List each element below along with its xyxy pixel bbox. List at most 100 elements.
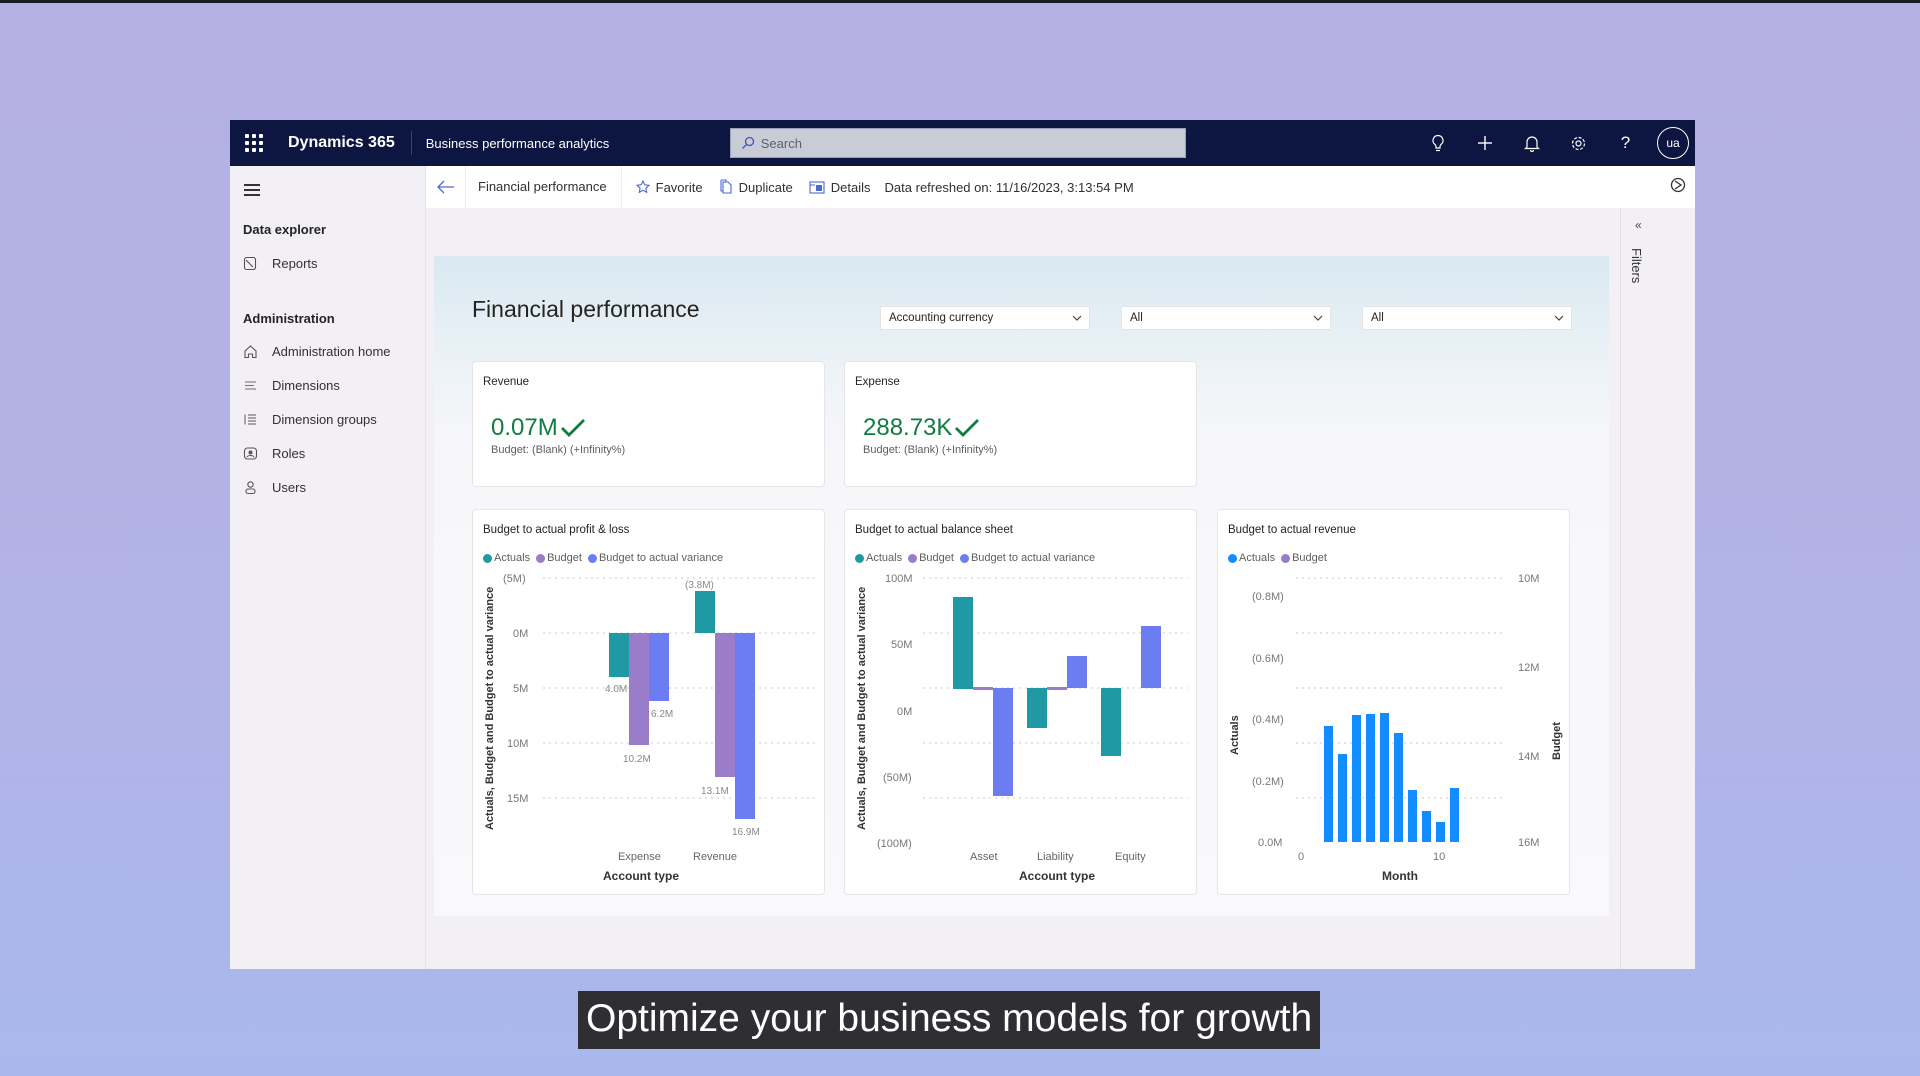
sidebar-item-roles[interactable]: Roles: [243, 446, 305, 461]
checkmark-icon: [955, 419, 980, 437]
command-bar: Financial performance Favorite Duplicate…: [426, 166, 1695, 208]
svg-text:(0.8M): (0.8M): [1252, 591, 1284, 603]
app-launcher-button[interactable]: [230, 120, 278, 166]
page-title: Financial performance: [472, 296, 700, 322]
copilot-icon: [1670, 177, 1686, 193]
kpi-card-expense[interactable]: Expense 288.73K Budget: (Blank) (+Infini…: [844, 361, 1197, 487]
chart-title: Budget to actual balance sheet: [855, 524, 1013, 536]
svg-text:Revenue: Revenue: [693, 851, 737, 863]
legend-item-budget[interactable]: Budget: [908, 552, 954, 564]
help-button[interactable]: ?: [1602, 120, 1649, 166]
chevron-down-icon: [1313, 315, 1323, 321]
report-icon: [243, 256, 257, 271]
svg-text:16M: 16M: [1518, 837, 1539, 849]
filter-dropdown-1[interactable]: All: [1121, 306, 1331, 330]
sidebar-item-label: Dimension groups: [272, 412, 377, 427]
back-button[interactable]: [426, 166, 466, 208]
sidebar-item-label: Administration home: [272, 344, 391, 359]
kpi-budget: Budget: (Blank) (+Infinity%): [491, 444, 626, 456]
svg-text:10M: 10M: [507, 738, 528, 750]
app-window: Dynamics 365 Business performance analyt…: [230, 120, 1695, 969]
legend-item-budget[interactable]: Budget: [536, 552, 582, 564]
svg-text:Liability: Liability: [1037, 851, 1074, 863]
svg-text:100M: 100M: [885, 573, 913, 585]
chart-card-revenue[interactable]: Budget to actual revenue Actuals Budget …: [1217, 509, 1570, 895]
sidebar-item-users[interactable]: Users: [243, 480, 306, 495]
report-canvas: Financial performance Accounting currenc…: [434, 256, 1609, 916]
filters-label[interactable]: Filters: [1629, 248, 1644, 284]
filter-dropdown-2[interactable]: All: [1362, 306, 1572, 330]
svg-text:16.9M: 16.9M: [732, 827, 760, 838]
sidebar-item-reports[interactable]: Reports: [243, 256, 318, 271]
legend-item-budget[interactable]: Budget: [1281, 552, 1327, 564]
svg-text:(0.4M): (0.4M): [1252, 714, 1284, 726]
sidebar-group-data-explorer: Data explorer: [243, 222, 327, 237]
svg-text:(50M): (50M): [883, 772, 912, 784]
sidebar-item-label: Users: [272, 480, 306, 495]
brand-title[interactable]: Dynamics 365: [278, 131, 412, 155]
chart-legend: Actuals Budget: [1228, 552, 1327, 564]
svg-text:Account type: Account type: [1019, 869, 1095, 883]
sidebar-item-label: Roles: [272, 446, 306, 461]
currency-dropdown[interactable]: Accounting currency: [880, 306, 1090, 330]
legend-item-actuals[interactable]: Actuals: [483, 552, 530, 564]
filters-pane[interactable]: « Filters: [1620, 208, 1695, 969]
settings-button[interactable]: [1555, 120, 1602, 166]
kpi-card-revenue[interactable]: Revenue 0.07M Budget: (Blank) (+Infinity…: [472, 361, 825, 487]
svg-text:0: 0: [1298, 851, 1304, 863]
list-group-icon: [244, 414, 256, 425]
chart-legend: Actuals Budget Budget to actual variance: [483, 552, 723, 564]
top-nav-bar: Dynamics 365 Business performance analyt…: [230, 120, 1695, 166]
chart-card-profit-loss[interactable]: Budget to actual profit & loss Actuals B…: [472, 509, 825, 895]
profit-loss-chart: (5M) 0M 5M 10M 15M: [484, 573, 816, 883]
notifications-button[interactable]: [1508, 120, 1555, 166]
chart-title: Budget to actual revenue: [1228, 524, 1356, 536]
report-content-area: Financial performance Accounting currenc…: [426, 208, 1615, 969]
kpi-value-text: 288.73K: [863, 414, 953, 441]
svg-text:0.0M: 0.0M: [1258, 837, 1282, 849]
legend-item-variance[interactable]: Budget to actual variance: [959, 552, 1095, 564]
app-name[interactable]: Business performance analytics: [425, 135, 610, 151]
report-breadcrumb: Financial performance: [466, 166, 622, 208]
duplicate-button[interactable]: Duplicate: [711, 179, 801, 195]
kpi-title: Expense: [855, 376, 900, 388]
svg-text:10: 10: [1433, 851, 1445, 863]
svg-text:10M: 10M: [1518, 573, 1539, 585]
sidebar-group-administration: Administration: [243, 311, 335, 326]
sidebar-item-dimensions[interactable]: Dimensions: [243, 378, 340, 393]
bell-icon: [1523, 135, 1540, 152]
lightbulb-button[interactable]: [1414, 120, 1461, 166]
svg-text:Equity: Equity: [1115, 851, 1146, 863]
data-refreshed-timestamp: Data refreshed on: 11/16/2023, 3:13:54 P…: [884, 179, 1134, 195]
home-icon: [244, 345, 257, 359]
plus-icon: [1477, 136, 1492, 150]
svg-text:12M: 12M: [1518, 662, 1539, 674]
dropdown-value: All: [1130, 312, 1143, 324]
legend-item-actuals[interactable]: Actuals: [855, 552, 902, 564]
details-button[interactable]: Details: [801, 180, 879, 195]
revenue-chart: (0.8M) (0.6M) (0.4M) (0.2M) 0.0M 10M 12M…: [1229, 573, 1563, 883]
legend-item-actuals[interactable]: Actuals: [1228, 552, 1275, 564]
hamburger-menu-button[interactable]: [244, 184, 260, 199]
list-icon: [245, 381, 256, 390]
svg-text:14M: 14M: [1518, 751, 1539, 763]
dropdown-value: All: [1371, 312, 1384, 324]
legend-item-variance[interactable]: Budget to actual variance: [587, 552, 723, 564]
roles-icon: [243, 447, 258, 460]
new-button[interactable]: [1461, 120, 1508, 166]
collapse-filters-icon[interactable]: «: [1635, 218, 1642, 232]
sidebar-item-administration-home[interactable]: Administration home: [243, 344, 391, 359]
duplicate-label: Duplicate: [738, 179, 793, 195]
favorite-button[interactable]: Favorite: [622, 180, 711, 195]
search-input[interactable]: Search: [729, 128, 1186, 158]
checkmark-icon: [560, 419, 585, 437]
svg-text:Actuals, Budget and Budget to: Actuals, Budget and Budget to actual var…: [484, 587, 496, 830]
copilot-button[interactable]: [1669, 176, 1687, 197]
arrow-left-icon: [436, 180, 454, 194]
favorite-label: Favorite: [655, 179, 703, 195]
svg-text:Budget: Budget: [1551, 722, 1563, 760]
user-avatar[interactable]: ua: [1657, 127, 1689, 159]
chart-card-balance-sheet[interactable]: Budget to actual balance sheet Actuals B…: [844, 509, 1197, 895]
sidebar-item-dimension-groups[interactable]: Dimension groups: [243, 412, 377, 427]
svg-text:50M: 50M: [891, 639, 912, 651]
